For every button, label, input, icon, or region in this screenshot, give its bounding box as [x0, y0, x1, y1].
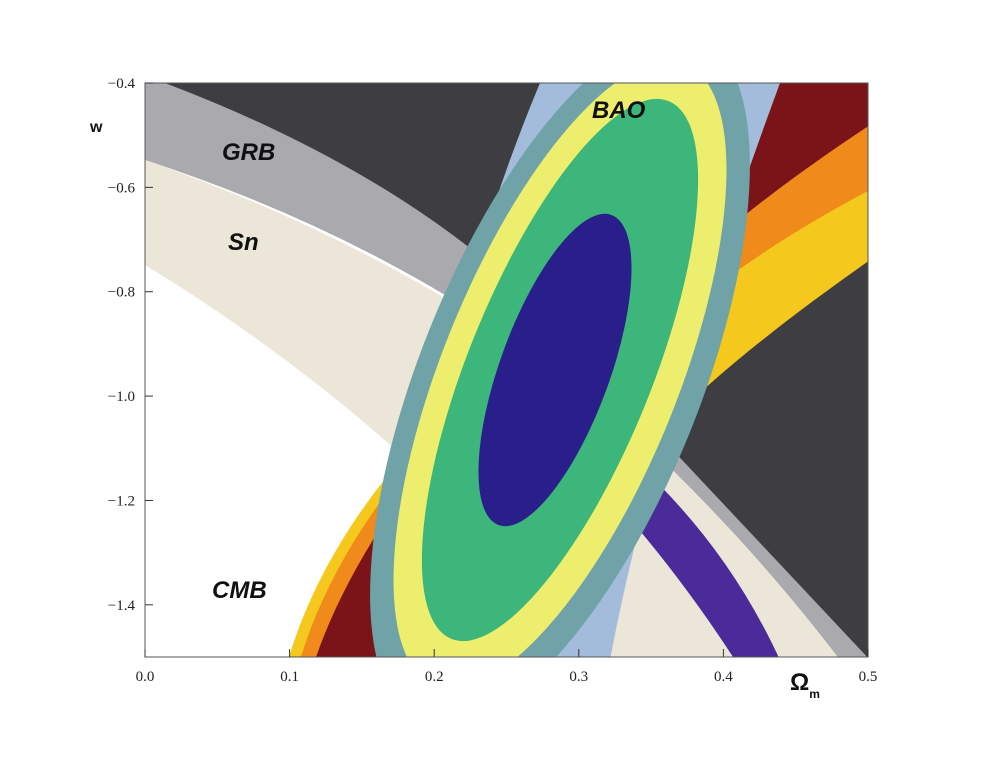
y-tick-label: −1.4 — [108, 598, 136, 614]
x-tick-label: 0.2 — [425, 669, 444, 685]
annotation: GRB — [222, 139, 275, 166]
y-tick-label: −0.4 — [108, 76, 136, 92]
y-tick-label: −0.6 — [108, 180, 136, 196]
x-tick-label: 0.4 — [714, 669, 733, 685]
y-tick-label: −1.2 — [108, 493, 135, 509]
x-axis-label: Ωm — [790, 669, 820, 701]
contour-core — [478, 213, 632, 527]
annotation: BAO — [592, 97, 646, 124]
contour-regions — [145, 83, 868, 657]
annotation: Sn — [228, 229, 259, 256]
y-axis-label: w — [89, 119, 103, 136]
x-tick-label: 0.1 — [280, 669, 299, 685]
annotation: CMB — [212, 577, 267, 604]
y-tick-label: −1.0 — [108, 389, 135, 405]
y-tick-label: −0.8 — [108, 285, 135, 301]
plot-frame — [144, 82, 869, 658]
x-tick-label: 0.0 — [136, 669, 155, 685]
x-axis-subscript: m — [809, 687, 820, 701]
x-tick-label: 0.5 — [859, 669, 878, 685]
x-tick-label: 0.3 — [569, 669, 588, 685]
x-axis-symbol: Ω — [790, 669, 809, 696]
